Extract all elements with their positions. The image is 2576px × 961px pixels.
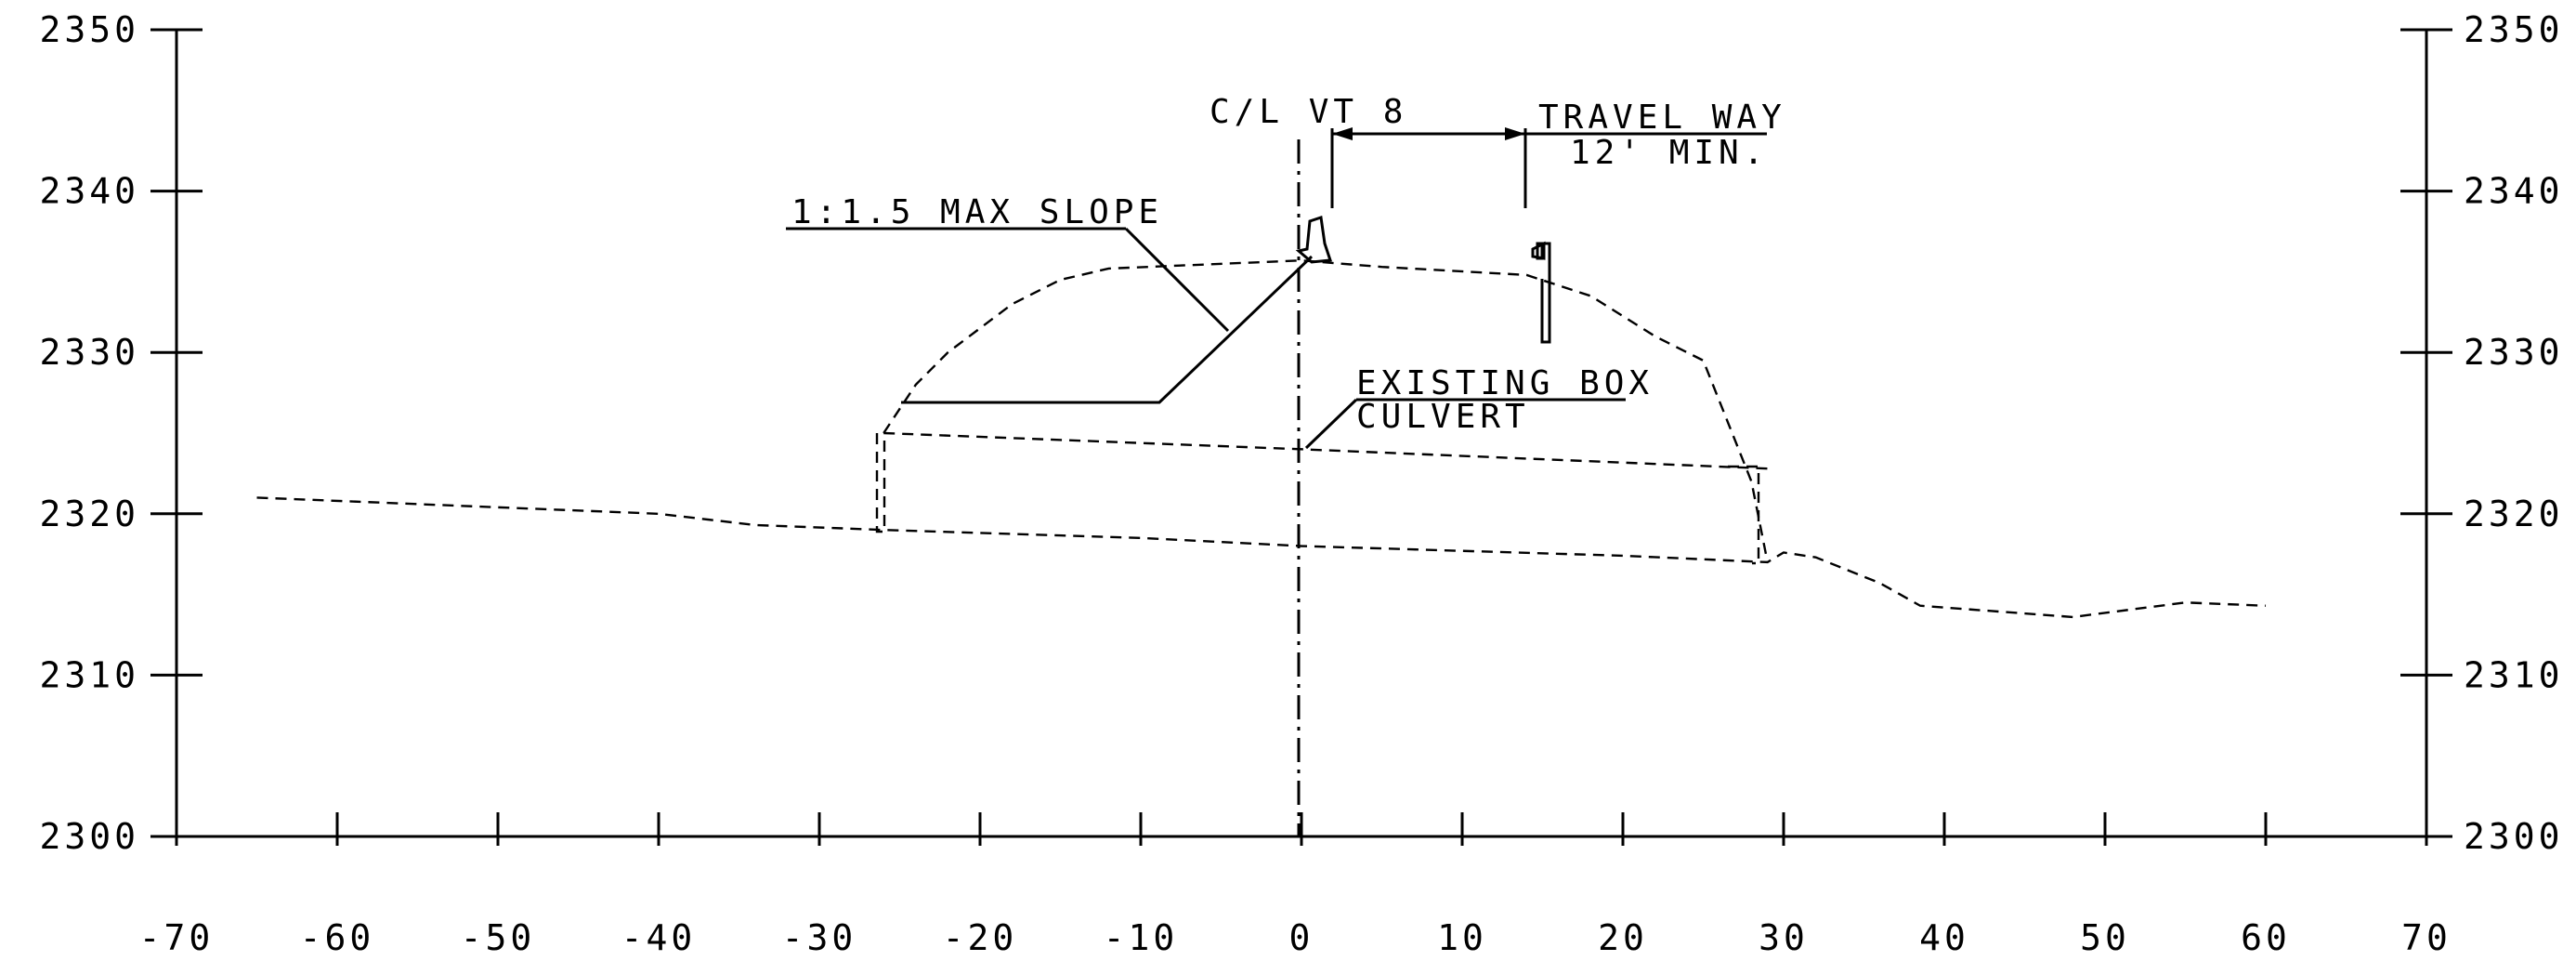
x-tick-label: -50 — [461, 917, 536, 958]
embankment-surface-line — [883, 259, 1769, 563]
culvert-label-line1: EXISTING BOX — [1356, 364, 1654, 402]
x-tick-label: 40 — [1919, 917, 1969, 958]
x-tick-label: 60 — [2241, 917, 2291, 958]
ticks — [150, 28, 2452, 846]
dimension-arrow-right — [1505, 127, 1525, 140]
dimension-arrow-left — [1332, 127, 1353, 140]
max-slope-callout — [786, 227, 1314, 404]
culvert-callout — [1304, 398, 1626, 450]
sign-marker — [1531, 241, 1546, 260]
culvert-left-wall — [875, 433, 886, 533]
right-y-tick-label: 2310 — [2464, 654, 2564, 695]
right-y-tick-label: 2300 — [2464, 816, 2564, 857]
slope-line — [901, 255, 1314, 404]
road-features — [1295, 216, 1551, 344]
culvert-box — [875, 433, 1760, 565]
x-tick-label: -60 — [300, 917, 375, 958]
x-tick-label: 20 — [1598, 917, 1648, 958]
x-tick-label: -30 — [782, 917, 857, 958]
x-tick-label: 70 — [2401, 917, 2452, 958]
barrier-shape — [1295, 216, 1333, 264]
x-tick-label: 30 — [1759, 917, 1809, 958]
x-tick-label: -70 — [139, 917, 215, 958]
culvert-right-wall — [1728, 465, 1760, 565]
x-tick-label: -40 — [621, 917, 697, 958]
right-y-tick-label: 2320 — [2464, 494, 2564, 534]
left-y-tick-label: 2350 — [39, 9, 139, 50]
left-y-tick-label: 2340 — [39, 171, 139, 212]
existing-ground-line — [256, 496, 2267, 619]
left-y-tick-label: 2310 — [39, 654, 139, 695]
x-tick-label: -10 — [1104, 917, 1179, 958]
slope-leader — [1124, 227, 1230, 333]
right-y-tick-label: 2340 — [2464, 171, 2564, 212]
travel-way-label: TRAVEL WAY — [1538, 99, 1786, 137]
travel-way-min-label: 12' MIN. — [1570, 134, 1768, 172]
right-y-tick-label: 2350 — [2464, 9, 2564, 50]
centerline-label: C/L VT 8 — [1210, 93, 1407, 131]
x-tick-label: -20 — [943, 917, 1018, 958]
left-y-tick-label: 2320 — [39, 494, 139, 534]
culvert-label-line2: CULVERT — [1356, 398, 1530, 436]
axes — [175, 30, 2428, 838]
culvert-leader — [1304, 398, 1358, 450]
left-y-tick-label: 2300 — [39, 816, 139, 857]
tick-labels: -70 -60 -50 -40 -30 -20 -10 0 10 20 30 40 50 60 70 2350… — [39, 9, 2564, 958]
left-y-tick-label: 2330 — [39, 332, 139, 373]
x-tick-label: 0 — [1289, 917, 1314, 958]
x-tick-label: 10 — [1437, 917, 1487, 958]
travel-way-dimension — [1330, 127, 1767, 208]
right-y-tick-label: 2330 — [2464, 332, 2564, 373]
x-tick-label: 50 — [2080, 917, 2130, 958]
max-slope-label: 1:1.5 MAX SLOPE — [791, 193, 1163, 231]
ground-profiles — [256, 259, 2267, 619]
culvert-top-line — [883, 431, 1768, 470]
